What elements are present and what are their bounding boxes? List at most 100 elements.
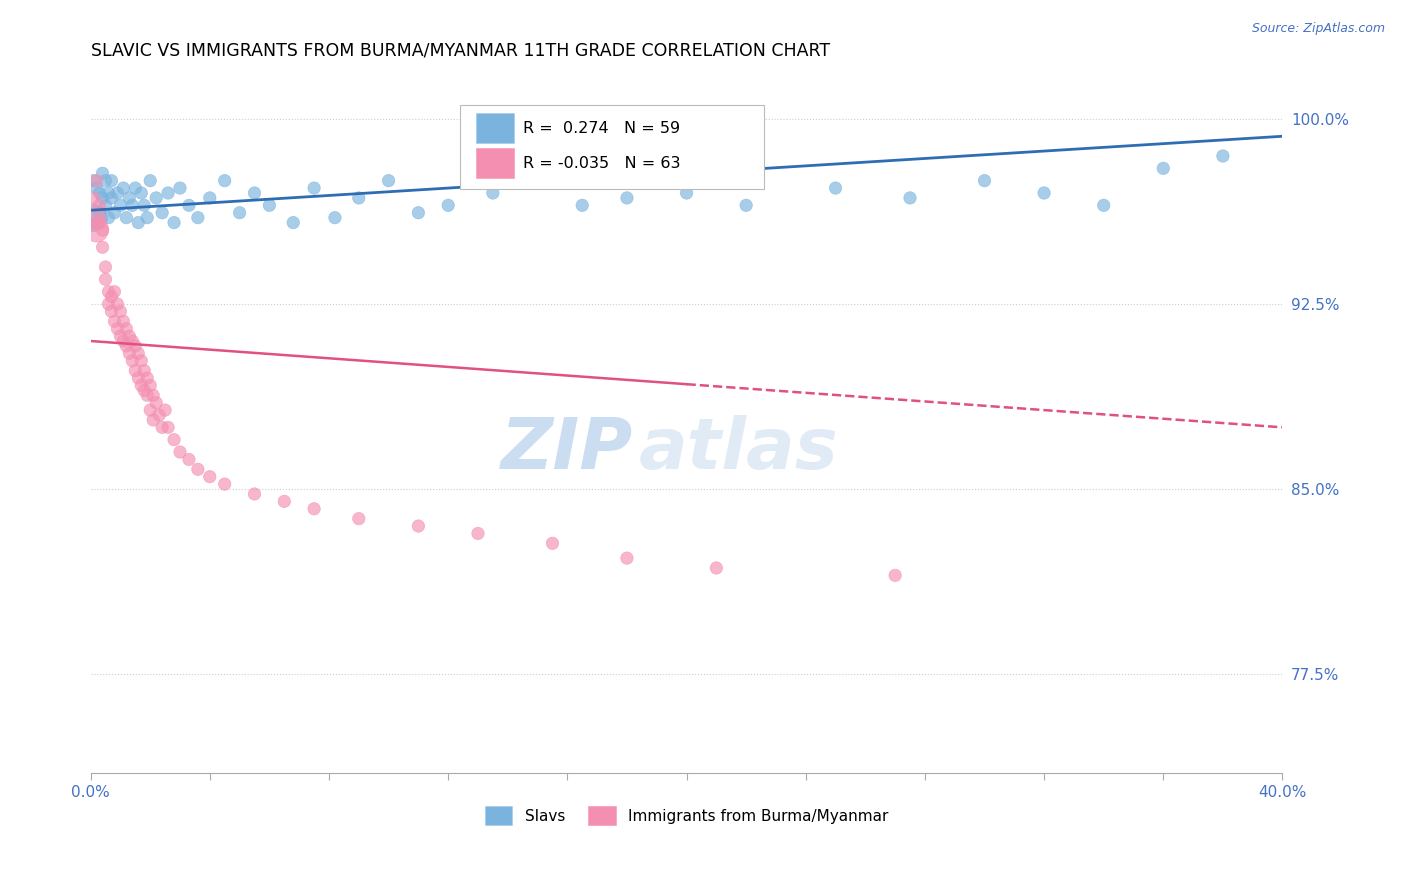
Point [824,181,846,195]
Point [86,216,108,230]
Point [129,186,152,200]
Point [94,260,117,274]
Point [121,198,143,212]
Point [115,321,138,335]
Point [1212,149,1234,163]
Point [377,174,399,188]
Point [283,216,305,230]
Text: Source: ZipAtlas.com: Source: ZipAtlas.com [1251,22,1385,36]
Text: R = -0.035   N = 63: R = -0.035 N = 63 [523,156,681,170]
Point [148,408,170,422]
Point [347,511,370,525]
Text: SLAVIC VS IMMIGRANTS FROM BURMA/MYANMAR 11TH GRADE CORRELATION CHART: SLAVIC VS IMMIGRANTS FROM BURMA/MYANMAR … [90,42,830,60]
Point [100,191,122,205]
Point [139,403,162,417]
Point [163,433,186,447]
Point [139,174,162,188]
Point [214,174,236,188]
Point [94,272,117,286]
Point [142,413,165,427]
Point [127,216,149,230]
Point [118,191,141,205]
Point [103,285,125,299]
Point [83,211,105,225]
Point [302,501,325,516]
Point [259,198,281,212]
Point [89,198,111,212]
Point [347,191,370,205]
Point [136,371,159,385]
Point [157,420,180,434]
Point [100,290,122,304]
Point [571,198,593,212]
Point [89,216,111,230]
FancyBboxPatch shape [475,113,513,143]
Point [121,334,143,348]
Point [89,205,111,219]
Point [1033,186,1056,200]
Point [187,462,209,476]
Point [884,568,907,582]
Point [541,536,564,550]
Point [150,205,173,219]
Point [129,378,152,392]
Point [1092,198,1115,212]
Point [145,395,167,409]
Point [302,181,325,195]
Point [110,329,132,343]
Point [134,198,156,212]
Point [112,314,135,328]
Point [112,334,135,348]
Point [97,211,120,225]
Point [124,339,146,353]
Point [150,420,173,434]
Point [112,181,135,195]
Point [97,297,120,311]
Point [323,211,346,225]
Point [115,339,138,353]
Point [408,519,430,533]
Point [177,198,200,212]
Point [91,166,114,180]
Point [86,223,108,237]
Point [228,205,250,219]
Point [273,494,295,508]
Point [86,174,108,188]
Point [127,371,149,385]
Point [163,216,186,230]
Point [157,186,180,200]
Point [107,186,129,200]
Point [136,388,159,402]
Point [616,191,638,205]
Point [89,186,111,200]
Text: atlas: atlas [638,415,838,483]
Point [83,211,105,225]
Point [408,205,430,219]
Legend: Slavs, Immigrants from Burma/Myanmar: Slavs, Immigrants from Burma/Myanmar [485,806,889,825]
Point [129,353,152,368]
Point [121,353,143,368]
Point [124,181,146,195]
Point [526,174,548,188]
Point [94,198,117,212]
Point [100,174,122,188]
Point [482,186,505,200]
Point [118,346,141,360]
Point [243,487,266,501]
Point [110,198,132,212]
Point [437,198,460,212]
Point [187,211,209,225]
Point [103,205,125,219]
Point [97,285,120,299]
Point [86,181,108,195]
Point [467,526,489,541]
Point [107,321,129,335]
Point [127,346,149,360]
Point [91,240,114,254]
Point [198,191,221,205]
Point [83,174,105,188]
Point [118,329,141,343]
Point [134,384,156,398]
Point [94,174,117,188]
Point [100,304,122,318]
